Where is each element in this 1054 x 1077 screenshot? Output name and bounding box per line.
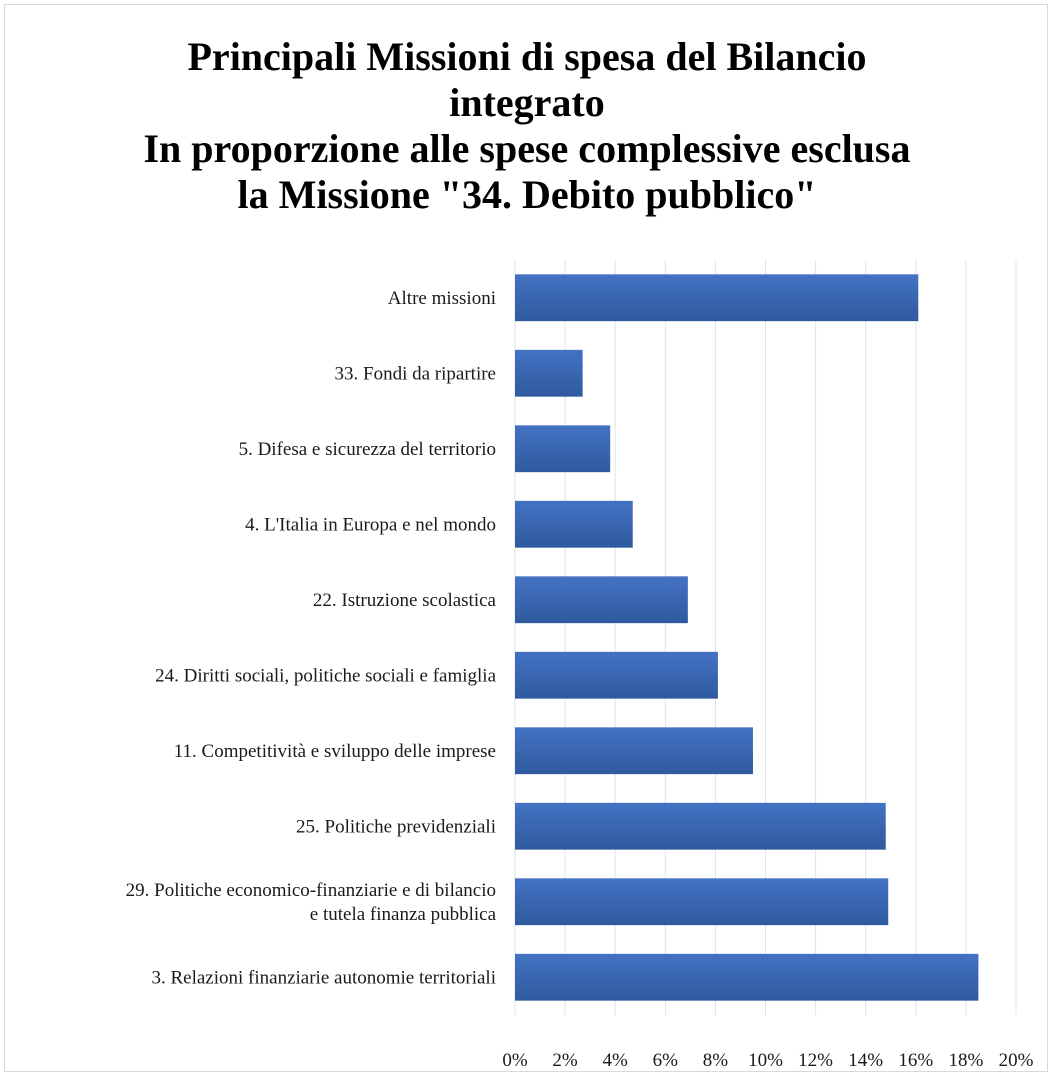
category-label: 24. Diritti sociali, politiche sociali e… xyxy=(155,665,496,686)
bar xyxy=(515,425,611,473)
category-label: 29. Politiche economico-finanziarie e di… xyxy=(126,880,497,925)
bar xyxy=(515,500,633,548)
x-tick-label: 4% xyxy=(603,1050,629,1071)
bar xyxy=(515,953,979,1001)
category-label: 3. Relazioni finanziarie autonomie terri… xyxy=(151,967,496,988)
chart-title-line-4: la Missione "34. Debito pubblico" xyxy=(237,172,817,217)
chart-title-line-2: integrato xyxy=(449,80,605,125)
x-tick-label: 16% xyxy=(898,1050,933,1071)
category-label: 33. Fondi da ripartire xyxy=(335,363,496,384)
bar xyxy=(515,878,889,926)
category-label: 11. Competitività e sviluppo delle impre… xyxy=(174,741,496,762)
bar xyxy=(515,727,753,775)
x-tick-label: 20% xyxy=(999,1050,1034,1071)
bars xyxy=(515,274,979,1001)
category-label: 4. L'Italia in Europa e nel mondo xyxy=(245,514,496,535)
category-label: 25. Politiche previdenziali xyxy=(296,816,496,837)
chart-title-line-1: Principali Missioni di spesa del Bilanci… xyxy=(187,34,867,79)
bar xyxy=(515,274,919,322)
category-label: Altre missioni xyxy=(388,288,496,309)
x-tick-label: 8% xyxy=(703,1050,729,1071)
bar xyxy=(515,802,886,850)
x-tick-label: 2% xyxy=(552,1050,578,1071)
x-tick-label: 0% xyxy=(502,1050,528,1071)
x-axis-tick-labels: 0% 2% 4% 6% 8% 10% 12% 14% 16% 18% 20% xyxy=(502,1050,1033,1071)
x-tick-label: 18% xyxy=(948,1050,983,1071)
bar xyxy=(515,349,583,397)
category-labels: Altre missioni 33. Fondi da ripartire 5. D… xyxy=(126,288,497,989)
x-tick-label: 14% xyxy=(848,1050,883,1071)
x-tick-label: 12% xyxy=(798,1050,833,1071)
chart-title-line-3: In proporzione alle spese complessive es… xyxy=(143,126,911,171)
category-label: 22. Istruzione scolastica xyxy=(313,590,497,611)
category-label: 5. Difesa e sicurezza del territorio xyxy=(239,439,496,460)
x-tick-label: 6% xyxy=(653,1050,679,1071)
bar xyxy=(515,576,688,624)
bar xyxy=(515,651,718,699)
x-tick-label: 10% xyxy=(748,1050,783,1071)
chart-title: Principali Missioni di spesa del Bilanci… xyxy=(0,34,1054,218)
